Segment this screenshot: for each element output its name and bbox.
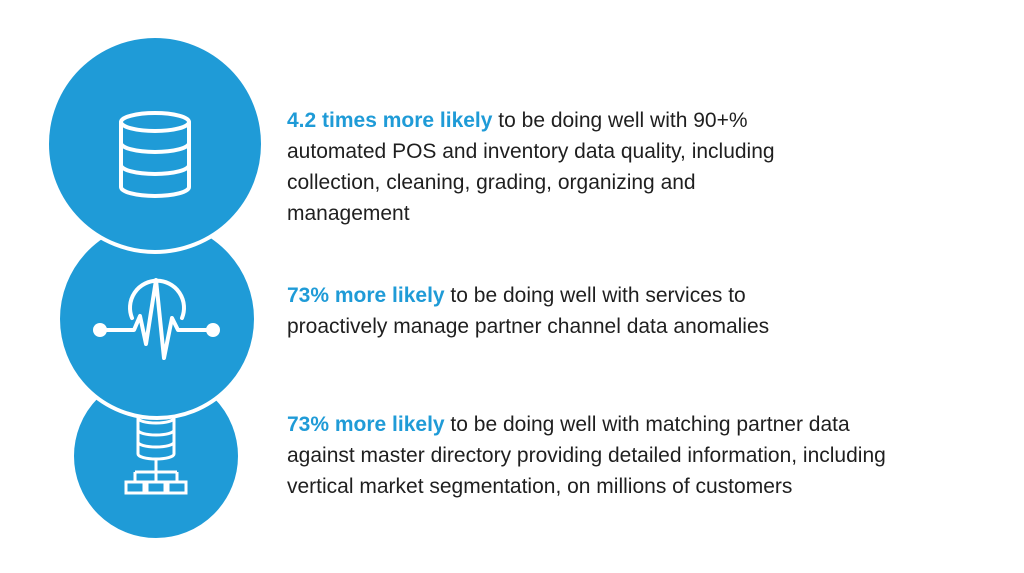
stat-highlight: 4.2 times more likely — [287, 109, 493, 132]
stat-block-3: 73% more likely to be doing well with ma… — [287, 409, 987, 502]
stat-text: automated POS and inventory data quality… — [287, 140, 775, 163]
stat-text: against master directory providing detai… — [287, 444, 886, 467]
stat-block-1: 4.2 times more likely to be doing well w… — [287, 105, 847, 229]
stat-highlight: 73% more likely — [287, 284, 445, 307]
stat-text: vertical market segmentation, on million… — [287, 475, 793, 498]
stat-highlight: 73% more likely — [287, 413, 445, 436]
stat-text: to be doing well with matching partner d… — [444, 413, 850, 436]
database-circle — [45, 34, 265, 254]
stat-text: proactively manage partner channel data … — [287, 315, 770, 338]
stat-text: management — [287, 202, 410, 225]
database-hierarchy-icon — [124, 411, 188, 495]
stat-text: to be doing well with services to — [444, 284, 746, 307]
stat-block-2: 73% more likely to be doing well with se… — [287, 280, 847, 342]
heartbeat-monitor-icon — [93, 278, 220, 360]
database-icon — [119, 111, 191, 198]
stat-text: to be doing well with 90+% — [492, 109, 748, 132]
stat-text: collection, cleaning, grading, organizin… — [287, 171, 696, 194]
